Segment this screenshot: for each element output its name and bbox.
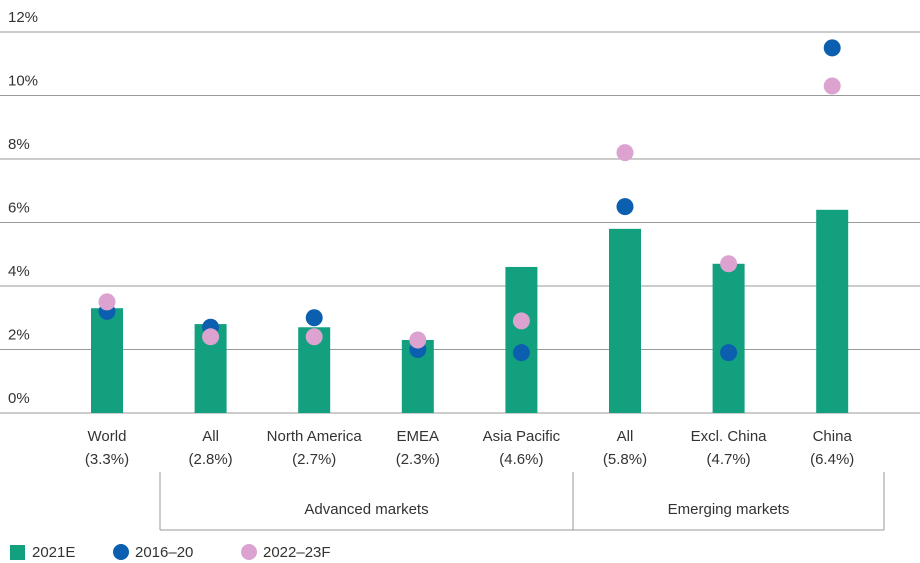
x-tick-value-label: (6.4%) bbox=[810, 451, 854, 468]
y-tick-label: 10% bbox=[8, 72, 38, 89]
dot bbox=[720, 255, 738, 273]
dot bbox=[202, 328, 220, 346]
x-tick-value-label: (3.3%) bbox=[85, 451, 129, 468]
y-tick-label: 4% bbox=[8, 263, 30, 280]
x-tick-value-label: (2.8%) bbox=[189, 451, 233, 468]
legend-swatch bbox=[241, 544, 257, 560]
x-tick-label: Excl. China bbox=[691, 428, 768, 445]
bar bbox=[91, 308, 123, 413]
dot bbox=[98, 293, 116, 311]
legend-label: 2016–20 bbox=[135, 544, 193, 561]
legend-label: 2022–23F bbox=[263, 544, 331, 561]
x-tick-label: All bbox=[617, 428, 634, 445]
x-tick-value-label: (5.8%) bbox=[603, 451, 647, 468]
dot bbox=[512, 312, 530, 330]
y-tick-label: 6% bbox=[8, 199, 30, 216]
x-tick-label: Asia Pacific bbox=[483, 428, 561, 445]
x-tick-label: North America bbox=[267, 428, 363, 445]
x-tick-label: World bbox=[88, 428, 127, 445]
bar bbox=[609, 228, 641, 413]
dot bbox=[823, 77, 841, 95]
dot bbox=[305, 328, 323, 346]
dot bbox=[616, 198, 634, 216]
x-tick-label: EMEA bbox=[397, 428, 440, 445]
dot bbox=[512, 344, 530, 362]
legend-swatch bbox=[10, 545, 25, 560]
group-label: Advanced markets bbox=[304, 501, 428, 518]
y-tick-label: 2% bbox=[8, 326, 30, 343]
dot bbox=[616, 144, 634, 162]
bar bbox=[505, 266, 538, 413]
x-tick-value-label: (2.3%) bbox=[396, 451, 440, 468]
legend-swatch bbox=[113, 544, 129, 560]
y-tick-label: 0% bbox=[8, 390, 30, 407]
dot bbox=[823, 39, 841, 57]
x-tick-value-label: (4.6%) bbox=[499, 451, 543, 468]
dot bbox=[720, 344, 738, 362]
legend-label: 2021E bbox=[32, 544, 75, 561]
dot bbox=[409, 331, 427, 349]
x-tick-value-label: (2.7%) bbox=[292, 451, 336, 468]
y-tick-label: 12% bbox=[8, 9, 38, 26]
bar bbox=[816, 209, 849, 413]
y-tick-label: 8% bbox=[8, 136, 30, 153]
dot bbox=[305, 309, 323, 327]
x-tick-value-label: (4.7%) bbox=[707, 451, 751, 468]
bar bbox=[712, 263, 745, 413]
x-tick-label: China bbox=[813, 428, 853, 445]
group-label: Emerging markets bbox=[668, 501, 790, 518]
x-tick-label: All bbox=[202, 428, 219, 445]
